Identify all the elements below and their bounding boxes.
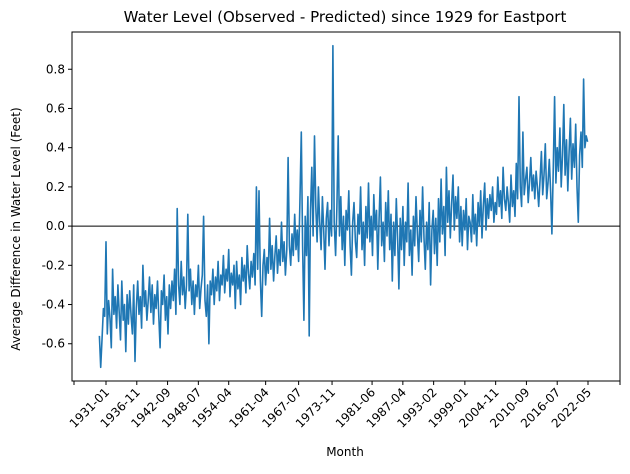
y-tick-label: 0.2 xyxy=(46,180,65,194)
y-axis-label: Average Difference in Water Level (Feet) xyxy=(9,107,23,350)
chart-title: Water Level (Observed - Predicted) since… xyxy=(124,8,567,26)
x-axis-label: Month xyxy=(326,445,364,459)
y-tick-label: 0.4 xyxy=(46,141,65,155)
plot-area xyxy=(72,44,620,369)
plot-frame xyxy=(71,31,621,382)
y-tick-label: 0.6 xyxy=(46,101,65,115)
y-tick-label: -0.2 xyxy=(42,258,65,272)
y-tick-label: 0.0 xyxy=(46,219,65,233)
y-tick-label: -0.6 xyxy=(42,337,65,351)
y-tick-label: -0.4 xyxy=(42,298,65,312)
y-tick-label: 0.8 xyxy=(46,62,65,76)
series-line xyxy=(98,44,589,369)
axis-ticks: -0.6-0.4-0.20.00.20.40.60.81931-011936-1… xyxy=(42,62,621,431)
